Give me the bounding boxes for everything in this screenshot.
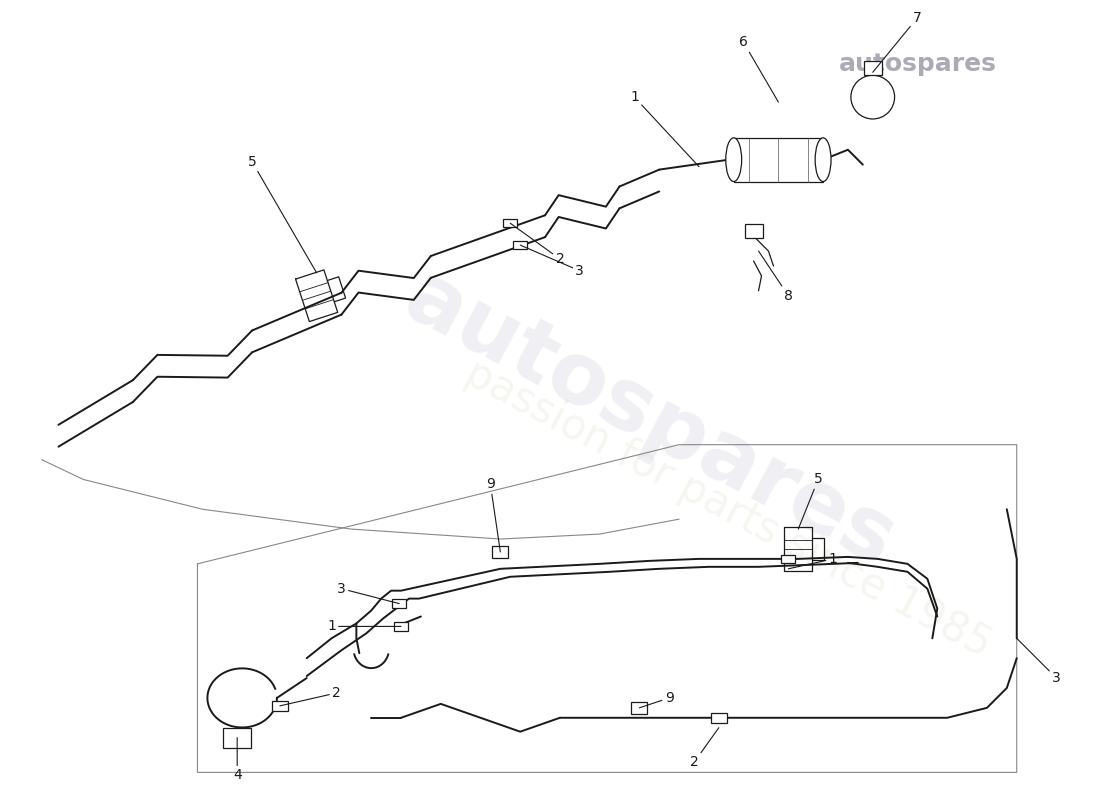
Text: 1: 1 (630, 90, 698, 166)
Text: 6: 6 (739, 35, 779, 102)
FancyBboxPatch shape (394, 622, 408, 630)
FancyBboxPatch shape (504, 219, 517, 227)
Text: 9: 9 (639, 691, 673, 708)
Text: 3: 3 (1016, 638, 1060, 685)
Text: autospares: autospares (390, 256, 909, 584)
Text: 7: 7 (872, 10, 922, 72)
Text: 4: 4 (233, 738, 242, 782)
Ellipse shape (726, 138, 741, 182)
Text: 1: 1 (789, 552, 837, 569)
FancyBboxPatch shape (514, 241, 527, 250)
Text: 8: 8 (759, 251, 793, 302)
Bar (864, 62, 882, 75)
Text: 9: 9 (486, 478, 500, 552)
Text: 2: 2 (690, 728, 718, 770)
Text: passion for parts since 1985: passion for parts since 1985 (459, 352, 999, 666)
FancyBboxPatch shape (711, 713, 727, 722)
Text: 1: 1 (327, 619, 402, 634)
Text: 5: 5 (799, 473, 823, 529)
Ellipse shape (815, 138, 830, 182)
Text: 2: 2 (510, 223, 564, 266)
Bar (631, 702, 647, 714)
Bar (223, 728, 251, 747)
Text: autospares: autospares (839, 53, 997, 77)
FancyBboxPatch shape (272, 701, 288, 710)
Text: 3: 3 (337, 582, 399, 603)
Text: 3: 3 (520, 245, 584, 278)
FancyBboxPatch shape (781, 554, 795, 563)
Bar (493, 546, 508, 558)
Text: 2: 2 (279, 686, 341, 706)
FancyBboxPatch shape (392, 599, 406, 608)
Text: 5: 5 (248, 154, 317, 273)
Bar (745, 224, 762, 238)
